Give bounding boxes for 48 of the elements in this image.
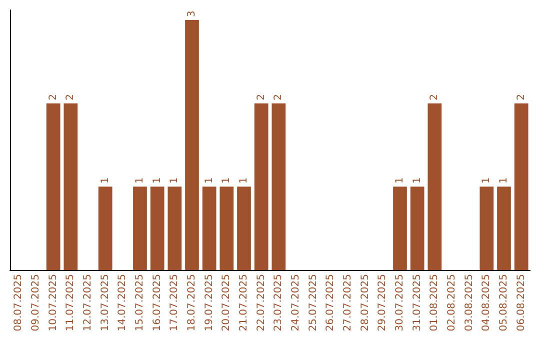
x-tick-label: 27.07.2025 <box>342 274 354 332</box>
x-tick-label: 03.08.2025 <box>464 274 475 332</box>
data-label: 2 <box>65 94 76 100</box>
data-label: 1 <box>152 177 163 184</box>
x-tick-label: 22.07.2025 <box>256 274 267 332</box>
data-label: 3 <box>186 10 198 17</box>
data-label: 1 <box>481 177 492 184</box>
data-label: 2 <box>273 94 284 100</box>
x-tick-label: 04.08.2025 <box>481 274 492 332</box>
data-label: 1 <box>221 177 232 184</box>
data-label: 2 <box>256 94 267 100</box>
x-tick-label: 17.07.2025 <box>169 274 180 332</box>
x-tick-label: 12.07.2025 <box>82 274 94 332</box>
x-tick-label: 25.07.2025 <box>308 274 319 332</box>
data-label: 1 <box>100 177 111 184</box>
x-tick-label: 30.07.2025 <box>394 274 406 332</box>
x-tick-label: 24.07.2025 <box>290 274 302 332</box>
data-label: 2 <box>48 94 59 100</box>
x-tick-label: 21.07.2025 <box>238 274 250 332</box>
x-tick-label: 26.07.2025 <box>325 274 336 332</box>
x-tick-label: 29.07.2025 <box>377 274 388 332</box>
data-label: 1 <box>238 177 250 184</box>
data-label: 2 <box>429 94 440 100</box>
x-tick-label: 18.07.2025 <box>186 274 198 332</box>
x-tick-label: 15.07.2025 <box>134 274 146 332</box>
x-tick-label: 13.07.2025 <box>100 274 111 332</box>
data-label: 1 <box>498 177 510 184</box>
data-label: 1 <box>204 177 215 184</box>
x-tick-label: 23.07.2025 <box>273 274 284 332</box>
x-tick-label: 01.08.2025 <box>429 274 440 332</box>
x-tick-label: 10.07.2025 <box>48 274 59 332</box>
x-tick-label: 05.08.2025 <box>498 274 510 332</box>
x-tick-label: 28.07.2025 <box>360 274 371 332</box>
x-tick-label: 06.08.2025 <box>516 274 527 332</box>
x-tick-label: 14.07.2025 <box>117 274 128 332</box>
data-label: 1 <box>412 177 423 184</box>
data-label: 2 <box>516 94 527 100</box>
data-label: 1 <box>169 177 180 184</box>
x-tick-label: 31.07.2025 <box>412 274 423 332</box>
x-tick-label: 09.07.2025 <box>30 274 42 332</box>
data-label: 1 <box>134 177 146 184</box>
x-tick-label: 20.07.2025 <box>221 274 232 332</box>
x-tick-label: 19.07.2025 <box>204 274 215 332</box>
x-tick-label: 02.08.2025 <box>446 274 458 332</box>
x-tick-label: 16.07.2025 <box>152 274 163 332</box>
x-tick-label: 11.07.2025 <box>65 274 76 332</box>
x-tick-label: 08.07.2025 <box>13 274 24 332</box>
data-label: 1 <box>394 177 406 184</box>
